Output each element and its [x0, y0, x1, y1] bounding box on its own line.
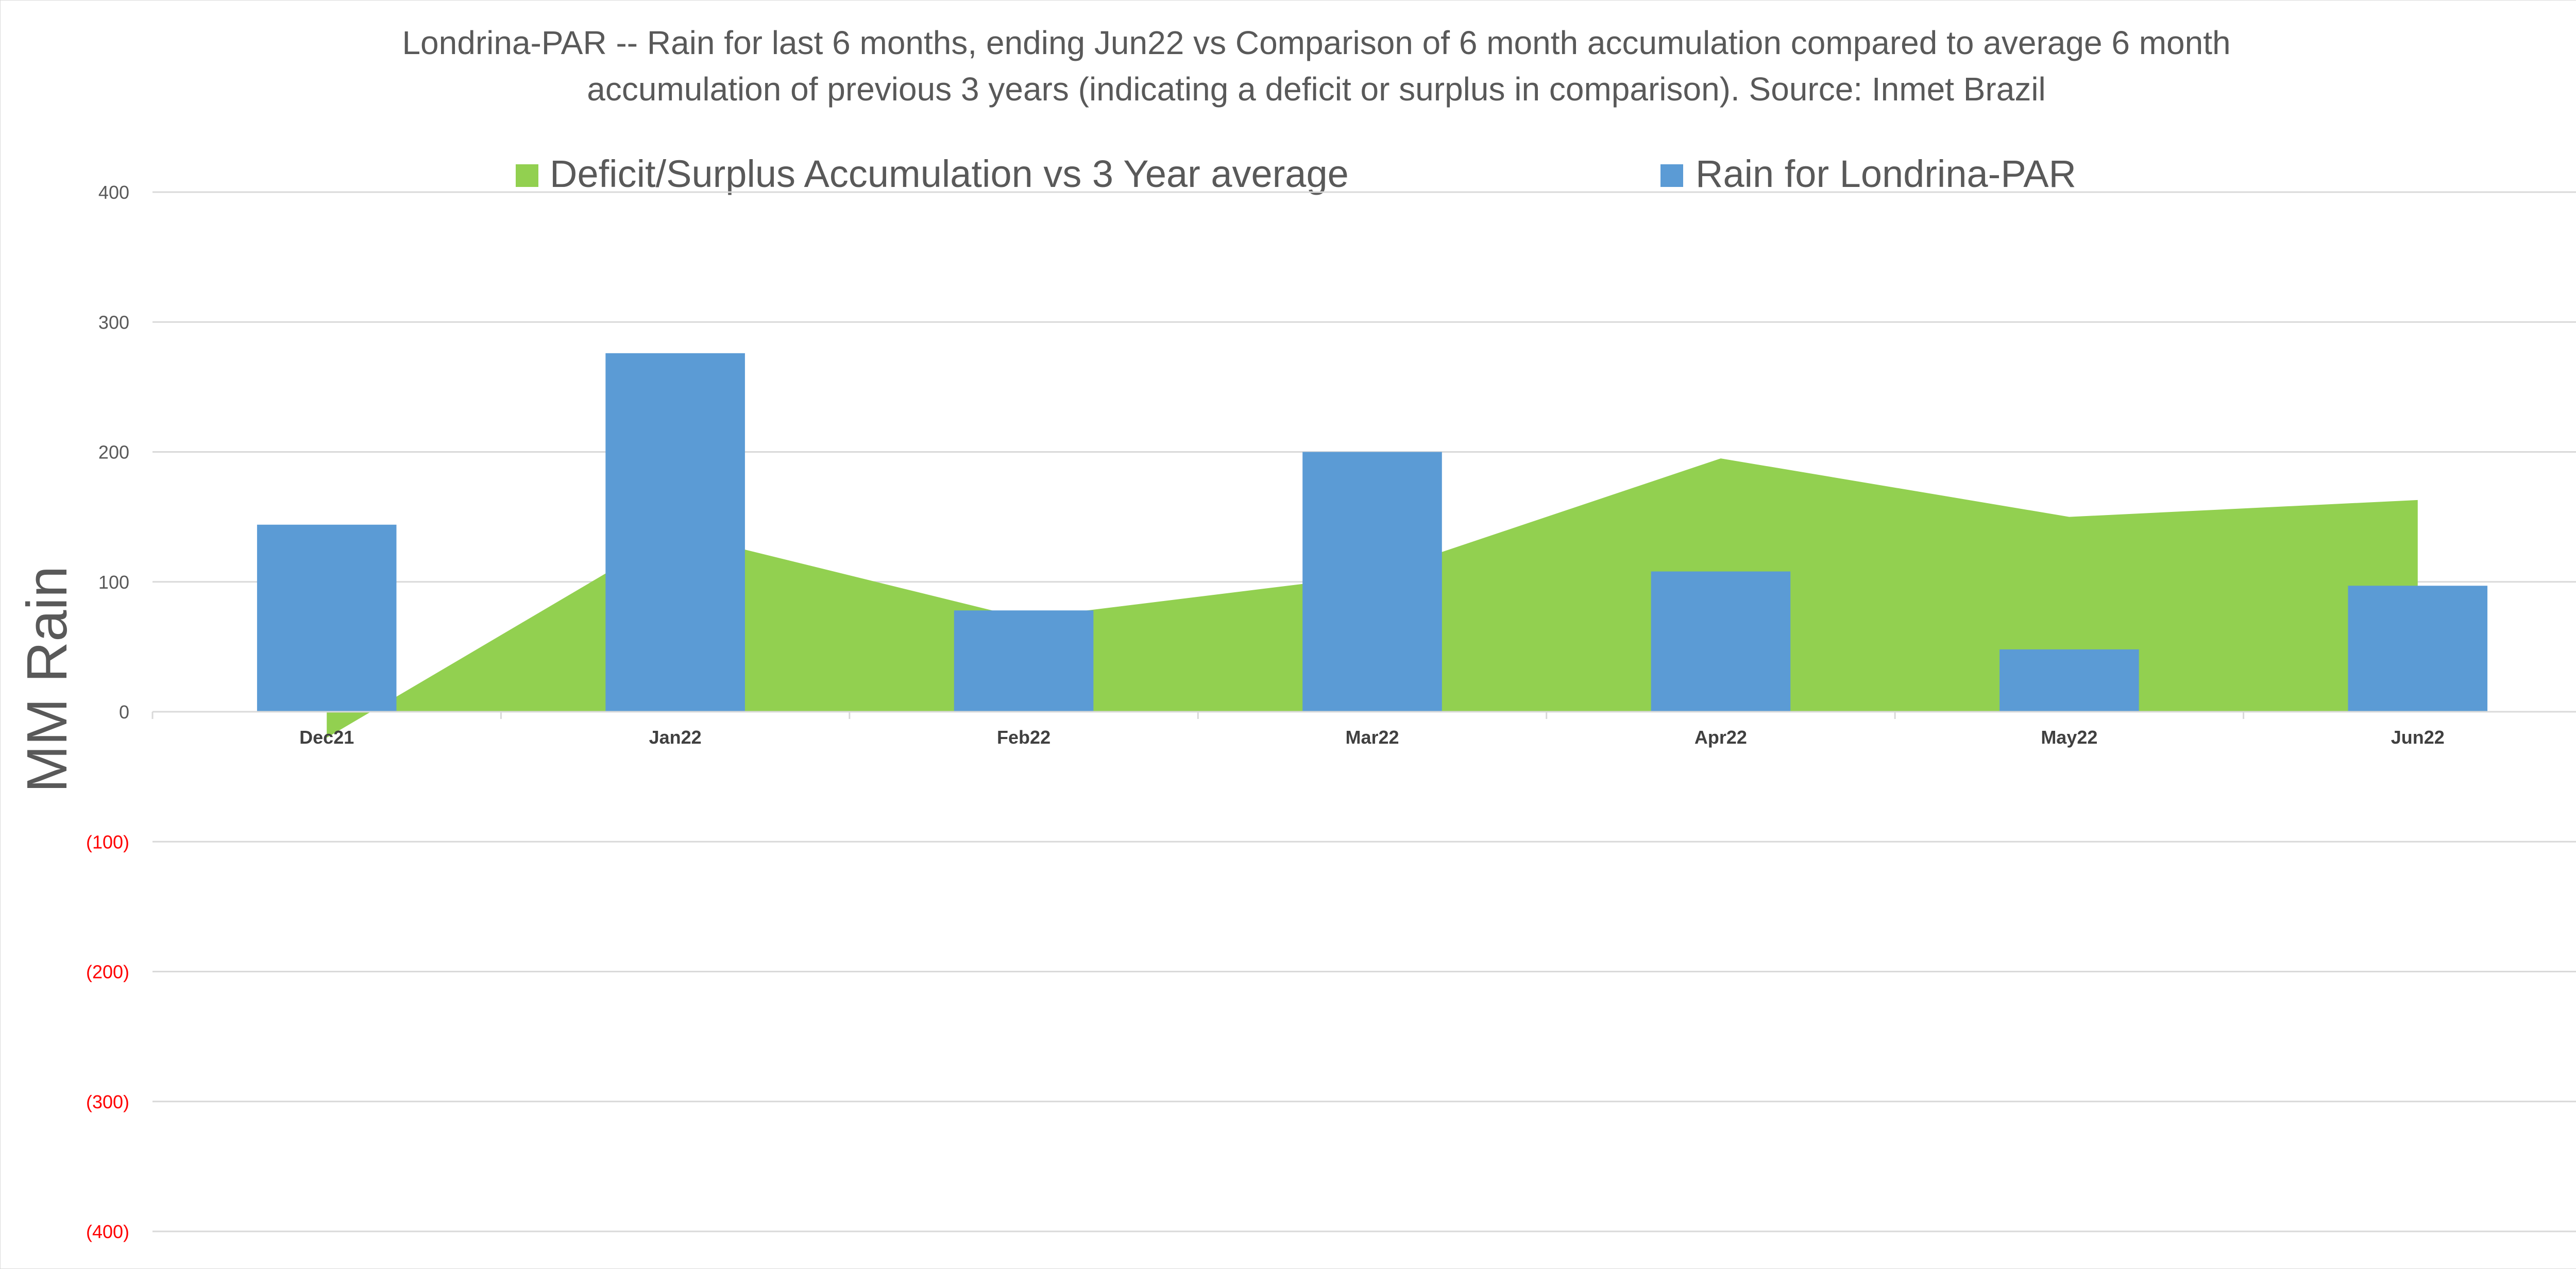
- y-tick-label: 200: [98, 442, 129, 463]
- rain-bar: [257, 524, 397, 712]
- rain-bar: [605, 353, 745, 712]
- y-axis-label: MM Rain: [15, 566, 79, 793]
- y-tick-label: 0: [119, 701, 129, 723]
- y-tick-label: (400): [86, 1221, 129, 1242]
- legend-swatch-deficit: [516, 164, 538, 187]
- y-tick-label: (300): [86, 1091, 129, 1112]
- x-tick-label: Feb22: [997, 727, 1050, 748]
- y-tick-label: (100): [86, 831, 129, 852]
- legend-label-rain: Rain for Londrina-PAR: [1696, 152, 2076, 195]
- x-tick-label: Jun22: [2391, 727, 2445, 748]
- chart-title-line-1: Londrina-PAR -- Rain for last 6 months, …: [402, 24, 2230, 61]
- rain-bar: [2348, 586, 2488, 712]
- x-axis: [151, 711, 2576, 719]
- x-tick-label: May22: [2041, 727, 2097, 748]
- chart-title: Londrina-PAR -- Rain for last 6 months, …: [402, 24, 2230, 108]
- x-tick-label: Dec21: [299, 727, 354, 748]
- y-tick-label: 100: [98, 572, 129, 593]
- x-tick-label: Jan22: [649, 727, 702, 748]
- y-tick-label: 300: [98, 312, 129, 333]
- rain-bar: [1651, 571, 1791, 712]
- rain-bar: [954, 610, 1094, 712]
- chart-title-line-2: accumulation of previous 3 years (indica…: [587, 71, 2046, 108]
- x-tick-label: Apr22: [1694, 727, 1747, 748]
- legend-label-deficit: Deficit/Surplus Accumulation vs 3 Year a…: [550, 152, 1349, 195]
- rain-bar: [1302, 452, 1442, 712]
- y-tick-label: (200): [86, 962, 129, 983]
- x-axis-ticks: Dec21 Jan22 Feb22 Mar22 Apr22 May22 Jun22: [299, 727, 2445, 748]
- rain-bar-series: [257, 353, 2488, 712]
- y-axis-ticks: 400 300 200 100 0 (100) (200) (300) (400): [86, 182, 129, 1242]
- y-tick-label: 400: [98, 182, 129, 203]
- rain-bar: [1999, 649, 2139, 712]
- legend-swatch-rain: [1660, 164, 1683, 187]
- legend: Deficit/Surplus Accumulation vs 3 Year a…: [516, 152, 2076, 195]
- x-tick-label: Mar22: [1345, 727, 1399, 748]
